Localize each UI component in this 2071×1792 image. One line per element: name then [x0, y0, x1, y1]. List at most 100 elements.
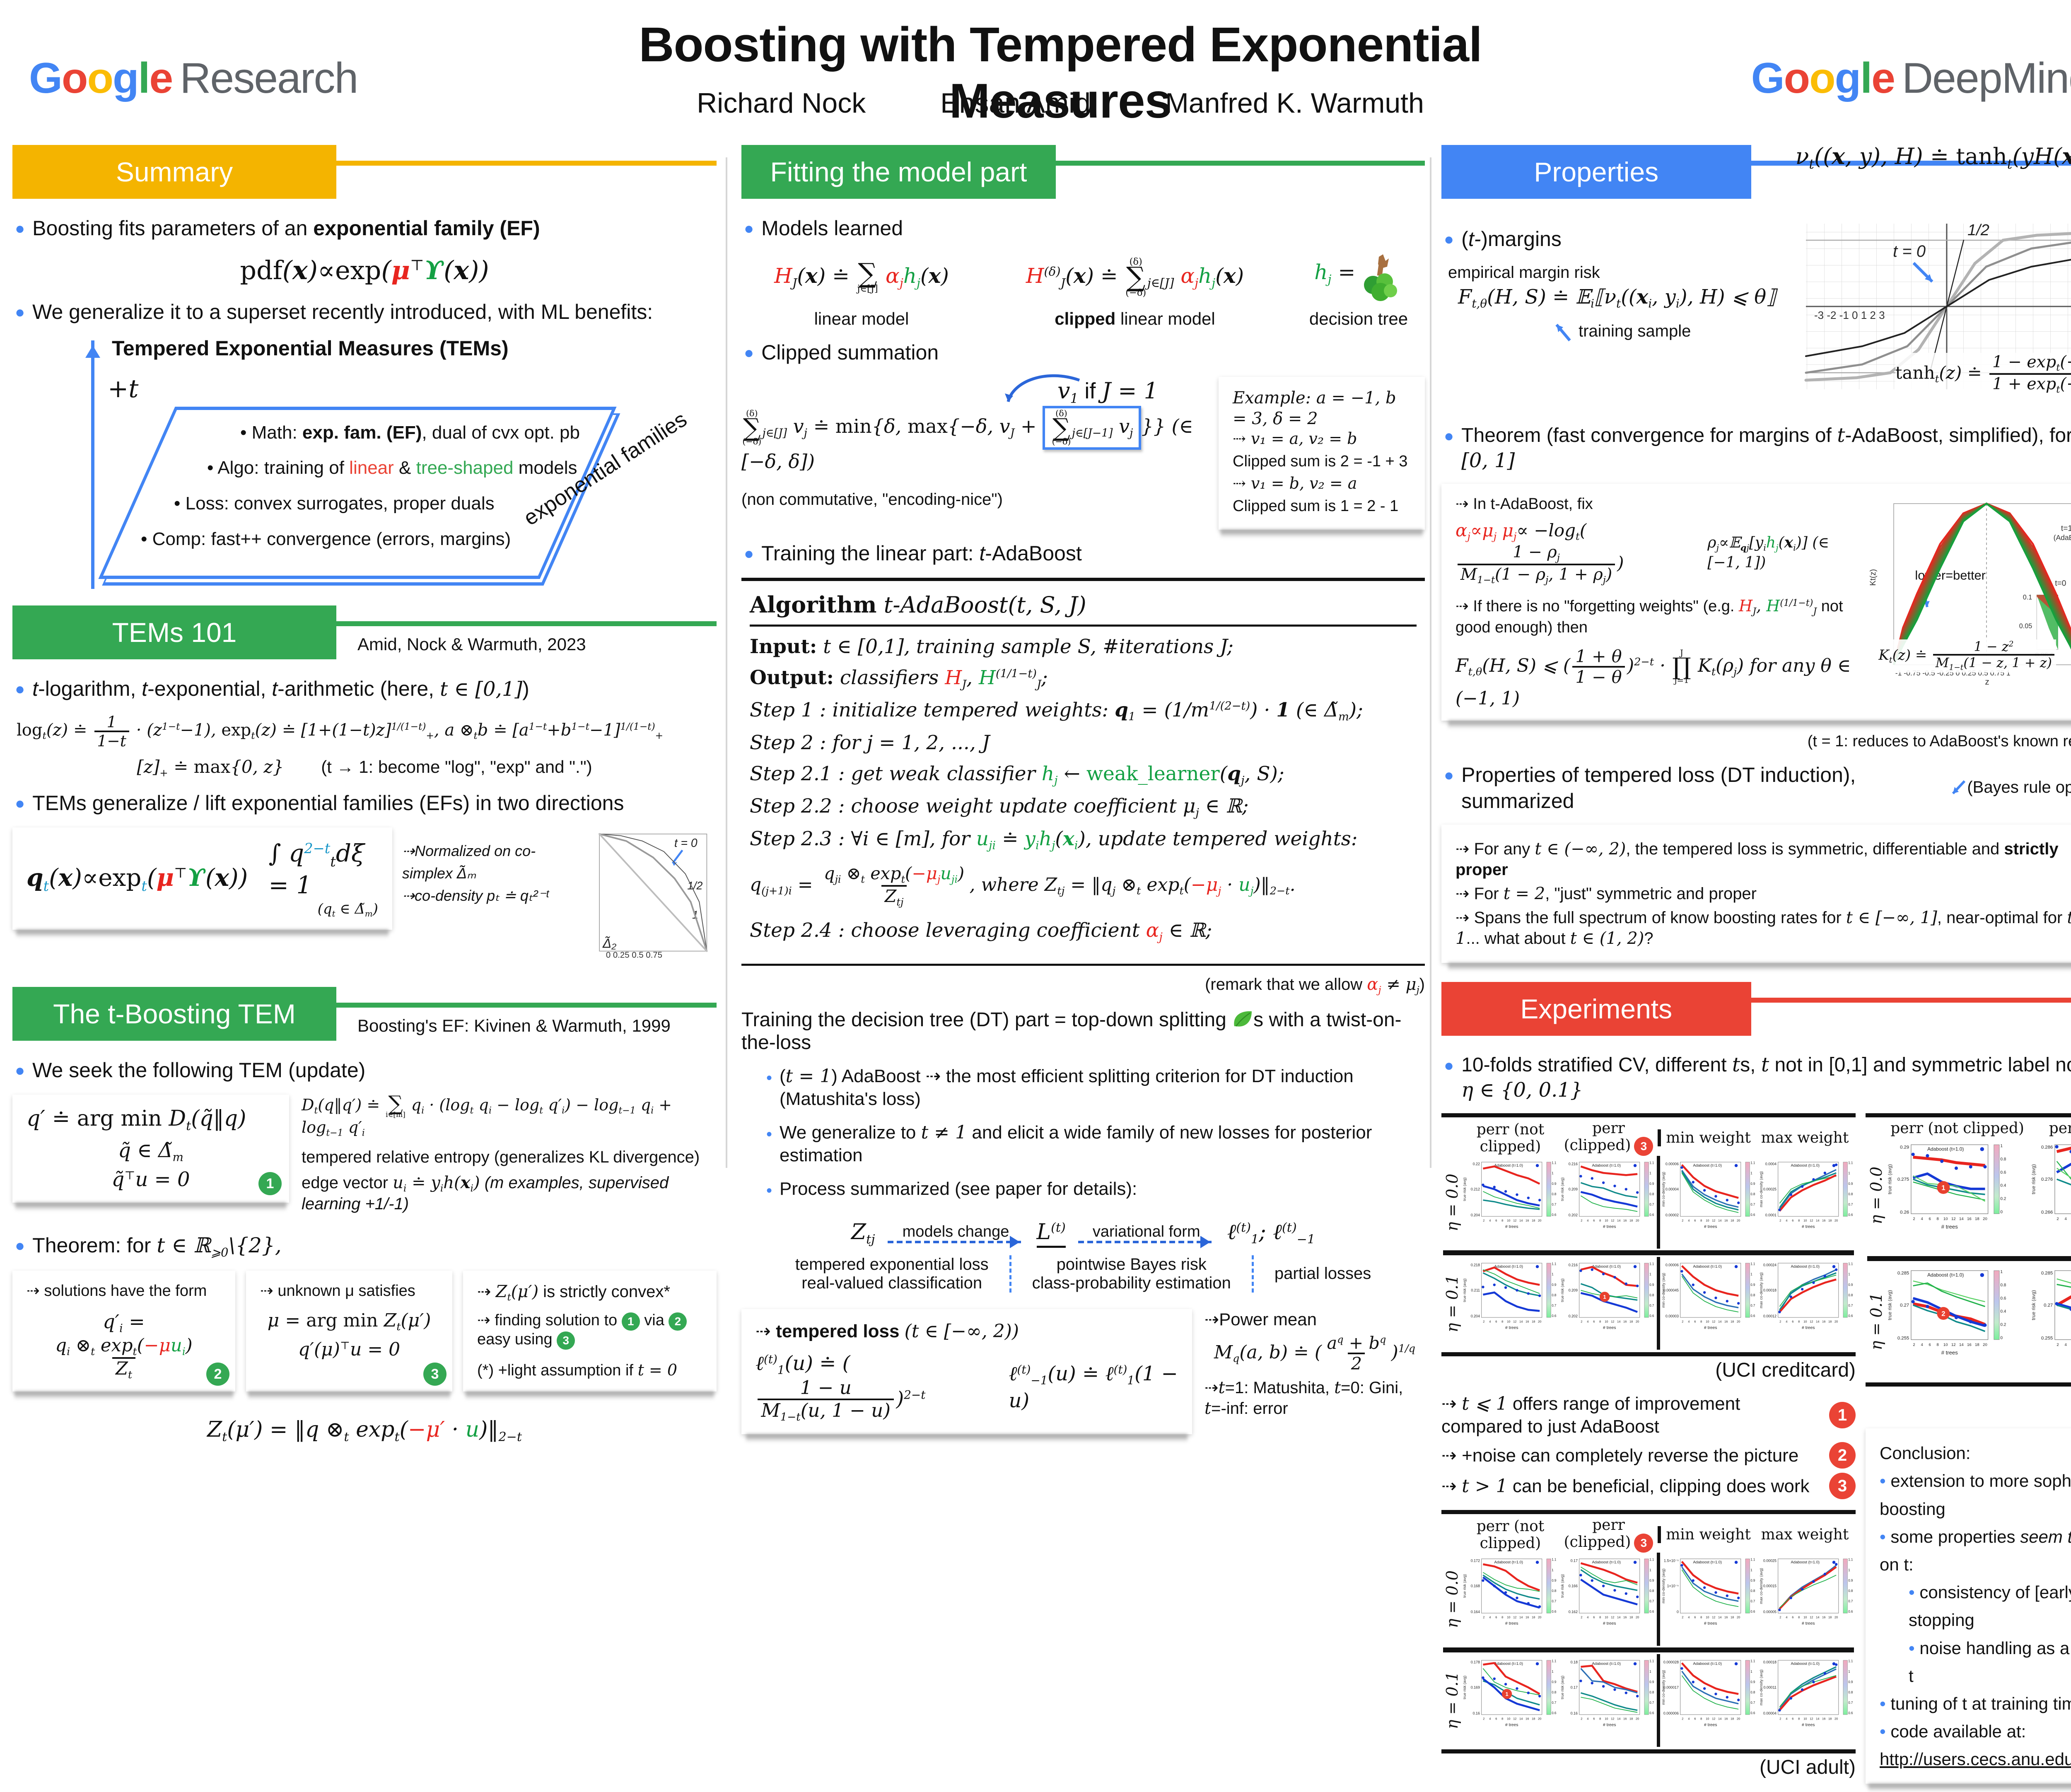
adaboost-dot — [1636, 1695, 1639, 1697]
svg-text:12: 12 — [1810, 1616, 1813, 1619]
svg-text:# trees: # trees — [1603, 1326, 1616, 1330]
summary-header-line — [336, 161, 717, 166]
svg-text:0.7: 0.7 — [1552, 1701, 1557, 1705]
svg-text:# trees: # trees — [1505, 1622, 1518, 1626]
svg-text:18: 18 — [1731, 1616, 1734, 1619]
adaboost-dot — [1538, 1695, 1541, 1697]
svg-text:0.211: 0.211 — [1471, 1288, 1480, 1293]
svg-text:4: 4 — [1786, 1717, 1787, 1720]
bullet-dot-icon: • — [766, 1177, 772, 1204]
svg-text:8: 8 — [1798, 1218, 1800, 1222]
bullet-dot-icon: ● — [1444, 423, 1454, 473]
svg-text:0.00011: 0.00011 — [1764, 1685, 1777, 1689]
svg-text:0.22: 0.22 — [1473, 1162, 1480, 1166]
svg-text:Adaboost (t=1.0): Adaboost (t=1.0) — [1791, 1264, 1820, 1269]
tboost-citation: Boosting's EF: Kivinen & Warmuth, 1999 — [357, 1016, 671, 1036]
tem-title: Tempered Exponential Measures (TEMs) — [112, 336, 509, 360]
nu-formula: νt((x, y), H) ≐ tanht(yH(x)/2) — [1796, 142, 2071, 173]
svg-text:8: 8 — [1700, 1616, 1702, 1619]
flow-L: L(t) — [1037, 1219, 1066, 1248]
svg-text:0.9: 0.9 — [1552, 1182, 1557, 1186]
adaboost-dot — [1726, 1199, 1728, 1201]
adaboost-dot — [1835, 1163, 1837, 1166]
svg-text:4: 4 — [1786, 1319, 1787, 1323]
svg-text:0.1: 0.1 — [2023, 593, 2032, 601]
tanh-plot: -3 -2 -1 0 1 2 3 1/2 1 t = 0 tanht(z) ≐ … — [1789, 215, 2071, 412]
svg-text:1.1: 1.1 — [1649, 1262, 1654, 1266]
entropy-note: tempered relative entropy (generalizes K… — [302, 1148, 717, 1167]
svg-text:16: 16 — [1822, 1218, 1825, 1222]
svg-text:0.166: 0.166 — [1569, 1584, 1578, 1588]
svg-text:0.8: 0.8 — [1649, 1589, 1654, 1593]
linear-model-formula: HJ(x) ≐ ∑j∈[J] αjhj(x) — [774, 264, 949, 288]
google-wordmark: Google — [29, 54, 172, 102]
adaboost-dot — [1778, 1709, 1781, 1711]
svg-text:0.26: 0.26 — [1900, 1210, 1909, 1215]
training-sample-note: training sample — [1549, 320, 1781, 345]
adaboost-dot — [1680, 1270, 1683, 1273]
svg-text:1: 1 — [1750, 1669, 1752, 1673]
example-line: ⇢ v₁ = a, v₂ = b — [1233, 429, 1411, 449]
margin-risk-formula: Ft,θ(H, S) ≐ 𝔼i⟦νt((xi, yi), H) ⩽ θ⟧ — [1458, 285, 1781, 311]
adaboost-dot — [1801, 1185, 1803, 1188]
svg-text:max co-density (avg): max co-density (avg) — [1759, 1568, 1763, 1604]
svg-text:0 0.25 0.5 0.75: 0 0.25 0.5 0.75 — [606, 950, 662, 960]
algo-step2: Step 2 : for j = 1, 2, ..., J — [750, 731, 1417, 755]
svg-text:10: 10 — [1706, 1717, 1709, 1720]
pdf-formula: pdf(x)∝exp(μ⊤ϒ(x)) — [12, 254, 717, 287]
svg-text:0.9: 0.9 — [1750, 1283, 1755, 1287]
svg-text:12: 12 — [1810, 1319, 1813, 1323]
svg-text:12: 12 — [1611, 1616, 1614, 1619]
bullet-dot-icon: ● — [1444, 1052, 1454, 1102]
svg-text:0.9: 0.9 — [1848, 1182, 1853, 1186]
svg-text:0: 0 — [2000, 1210, 2003, 1215]
svg-text:max co-density (avg): max co-density (avg) — [1759, 1272, 1763, 1308]
code-url-link[interactable]: http://users.cecs.anu.edu.au/~rnock/ — [1880, 1749, 2071, 1769]
tempered-loss-props-bullet: ●Properties of tempered loss (DT inducti… — [1444, 762, 1945, 814]
adaboost-dot — [1493, 1283, 1496, 1286]
tanh-def-formula: tanht(z) ≐ 1 − expt(−2z)1 + expt(−2z) — [1895, 353, 2071, 396]
svg-text:0.2: 0.2 — [2000, 1322, 2006, 1327]
adaboost-dot — [1912, 1300, 1915, 1303]
adaboost-dot — [1493, 1677, 1496, 1680]
adaboost-dot — [1579, 1269, 1582, 1272]
svg-text:0.00018: 0.00018 — [1763, 1288, 1777, 1293]
adaboost-dot — [1482, 1580, 1484, 1582]
figure-caption: (UCI eeg) — [1866, 1389, 2071, 1412]
svg-text:6: 6 — [1495, 1616, 1497, 1619]
adaboost-dot — [1636, 1191, 1639, 1194]
adaboost-dot — [1726, 1594, 1728, 1597]
svg-text:10: 10 — [1943, 1343, 1948, 1347]
column-header: max weight — [1756, 1129, 1854, 1146]
adaboost-dot — [1602, 1685, 1605, 1687]
experiment-panel: Adaboost (t=1.0)0.0000280.0000170.000006… — [1660, 1654, 1758, 1745]
svg-text:1: 1 — [1552, 1568, 1554, 1572]
svg-text:8: 8 — [1937, 1343, 1939, 1347]
tems101-bullet-2: ●TEMs generalize / lift exponential fami… — [15, 790, 714, 817]
svg-text:1.1: 1.1 — [1750, 1161, 1755, 1165]
svg-text:20: 20 — [1636, 1616, 1639, 1619]
svg-text:0.00004: 0.00004 — [1763, 1711, 1777, 1715]
bullet-dot-icon: ● — [15, 215, 25, 242]
adaboost-dot — [1493, 1186, 1496, 1188]
adaboost-dot — [1625, 1592, 1627, 1595]
svg-text:0.7: 0.7 — [1552, 1203, 1557, 1206]
svg-text:18: 18 — [1975, 1343, 1979, 1347]
left-column: Summary ●Boosting fits parameters of an … — [12, 145, 717, 1445]
adaboost-dot — [1790, 1194, 1792, 1196]
adaboost-dot — [2055, 1302, 2059, 1305]
svg-text:1.5×10⁻⁵: 1.5×10⁻⁵ — [1664, 1559, 1679, 1563]
svg-text:0.00005: 0.00005 — [1763, 1610, 1777, 1614]
svg-text:16: 16 — [1623, 1616, 1627, 1619]
experiment-panel: Adaboost (t=1.0)0.000250.000150.00005max… — [1758, 1553, 1856, 1643]
adaboost-dot — [1482, 1676, 1484, 1679]
svg-text:0.218: 0.218 — [1471, 1263, 1480, 1267]
svg-text:1.1: 1.1 — [1848, 1262, 1853, 1266]
column-header: perr (clipped)3 — [1559, 1517, 1658, 1553]
svg-text:0.9: 0.9 — [1649, 1283, 1654, 1287]
svg-text:true risk (avg): true risk (avg) — [1887, 1164, 1892, 1194]
